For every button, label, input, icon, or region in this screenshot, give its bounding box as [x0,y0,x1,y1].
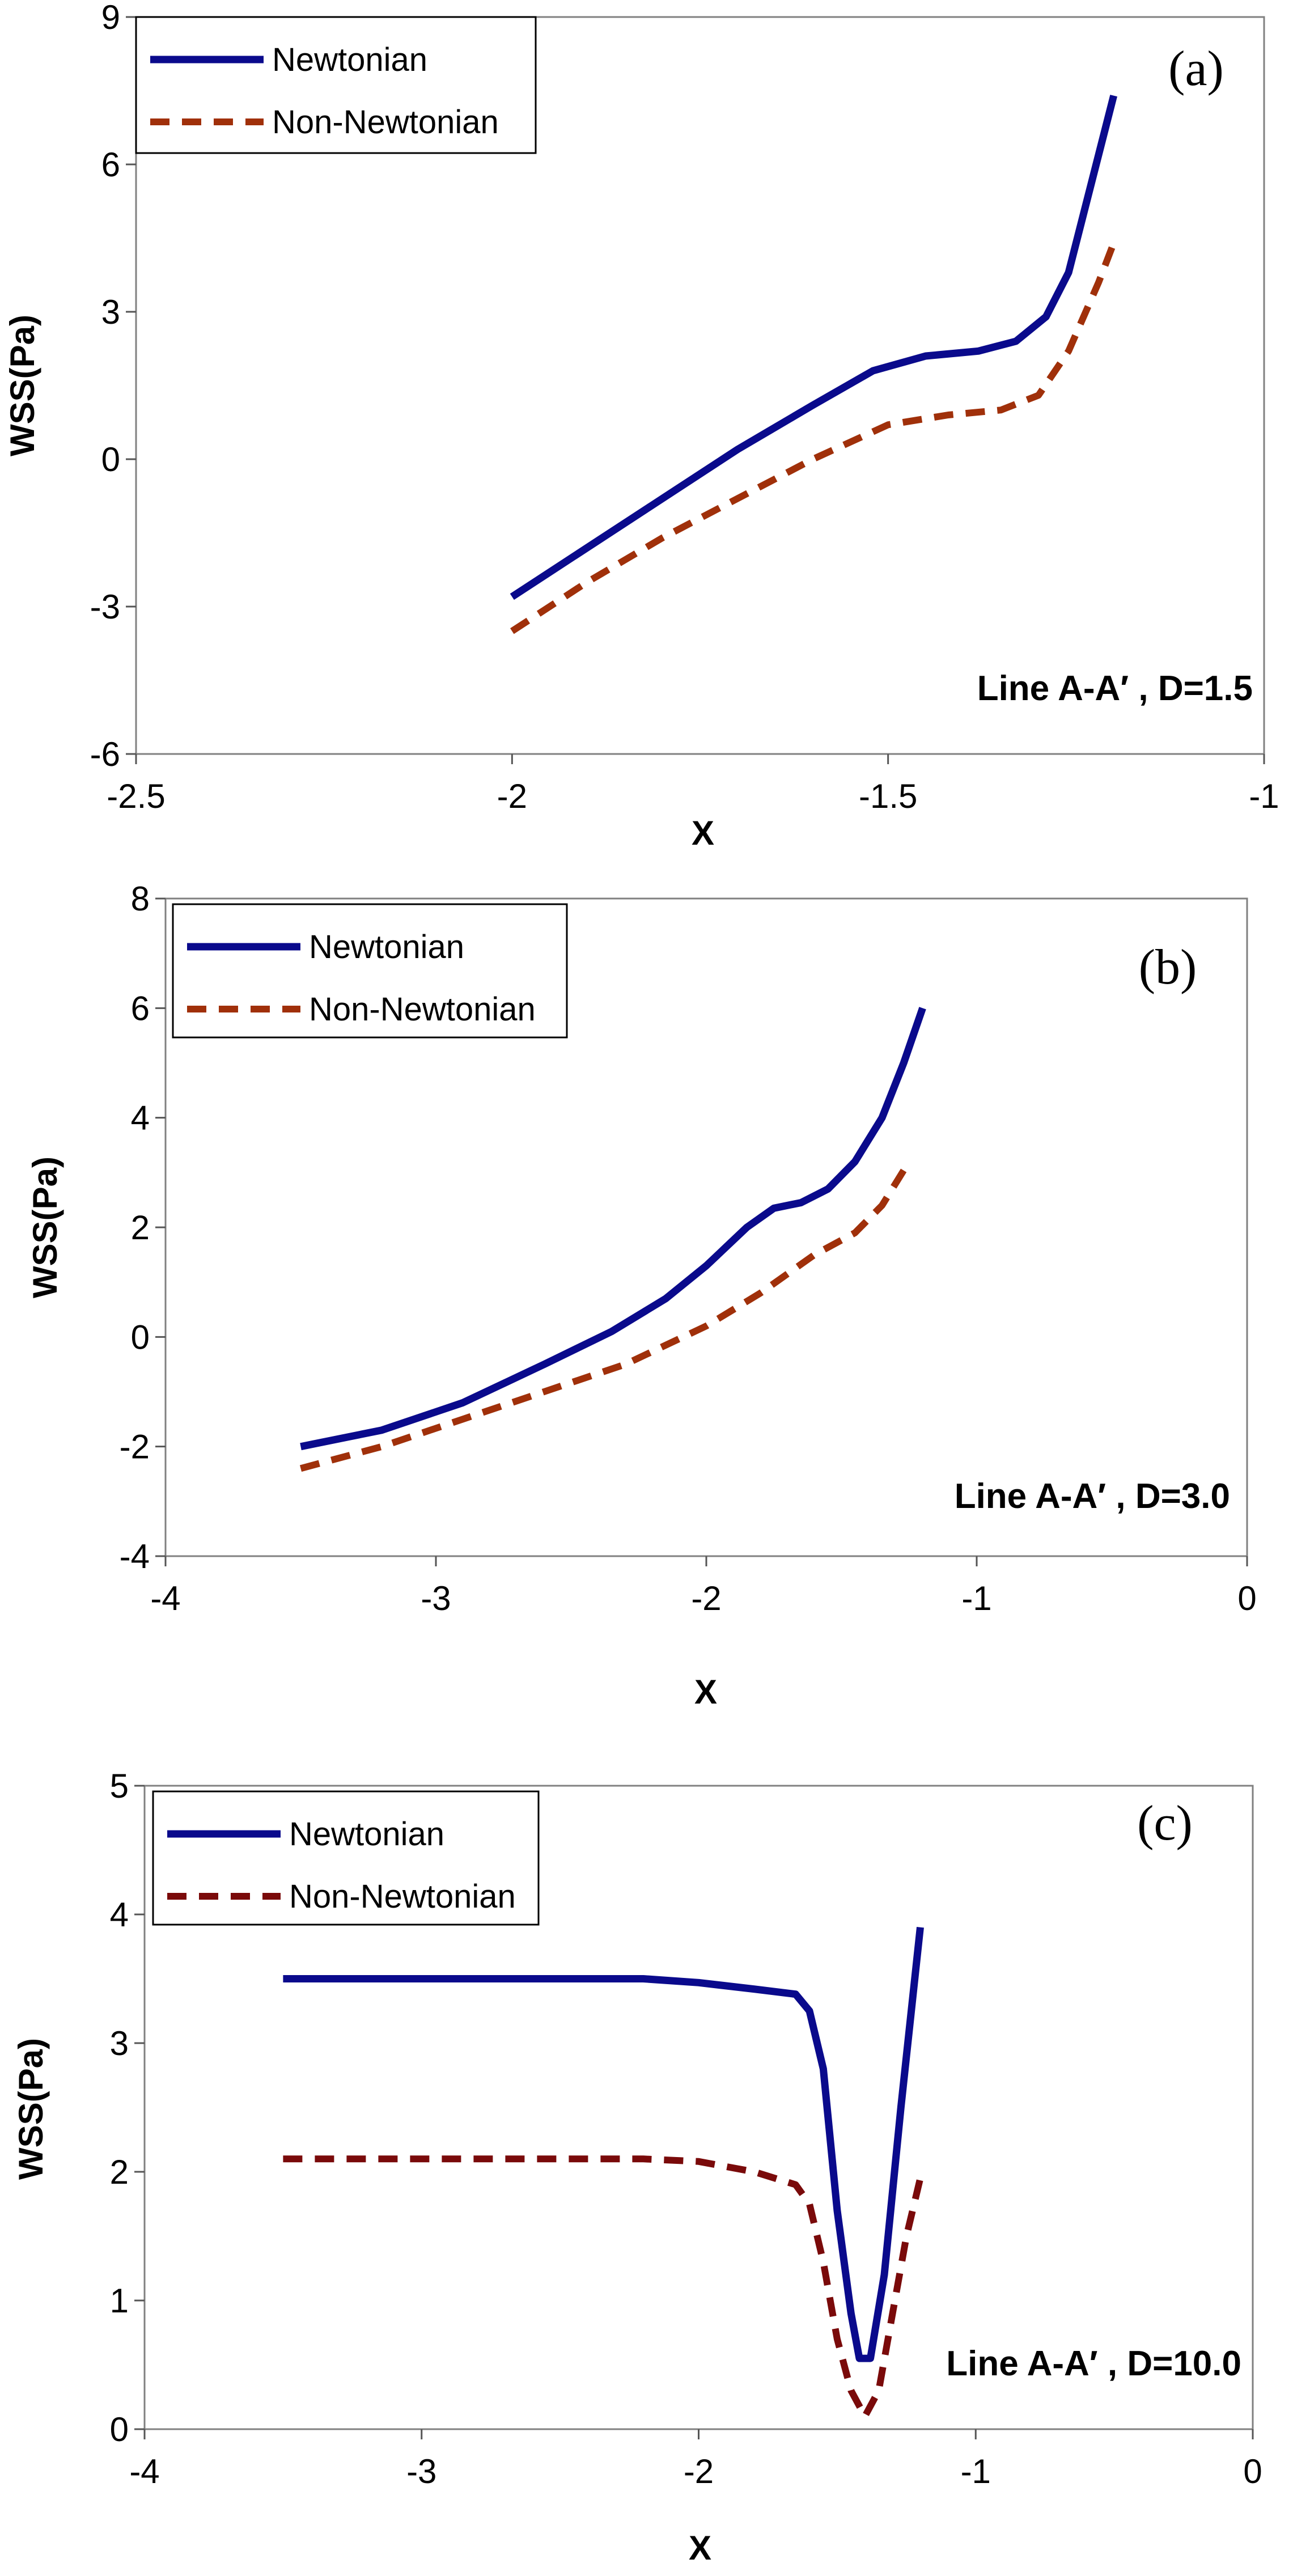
x-axis-title: X [692,814,714,852]
panel-label: (b) [1139,940,1197,995]
y-tick-label: 3 [101,293,120,331]
x-axis-title: X [689,2529,711,2567]
annotation-text: Line A-A′ , D=1.5 [977,669,1253,708]
y-tick-label: -3 [90,588,120,626]
x-tick-label: 0 [1243,2452,1262,2490]
chart-panel-3: 0 1 2 3 4 5 -4 -3 -2 -1 0 X WSS(Pa) Newtonian Non-Newt… [12,1767,1262,2567]
legend-label: Newtonian [289,1816,444,1853]
legend-label: Non-Newtonian [289,1878,516,1915]
y-tick-label: -4 [120,1537,150,1575]
x-axis-title: X [694,1673,717,1711]
y-tick-label: 4 [131,1099,150,1137]
series-line-non-newtonian [283,2155,924,2420]
annotation-text: Line A-A′ , D=10.0 [946,2344,1241,2383]
x-tick-label: -2 [497,777,527,815]
x-tick-label: -2 [691,1579,721,1617]
y-tick-label: 3 [110,2024,129,2062]
legend-label: Newtonian [272,41,427,78]
legend-box [172,903,568,1039]
chart-panel-2: -4 -2 0 2 4 6 8 -4 -3 -2 -1 0 X WSS(Pa) Newtonian Non-N… [26,880,1257,1711]
legend-label: Newtonian [309,929,464,965]
y-tick-label: 8 [131,880,150,918]
chart-panel-1: -6 -3 0 3 6 9 -2.5 -2 -1.5 -1 X WSS(Pa) Newtonian Non… [3,0,1279,852]
x-tick-label: -1 [1249,777,1279,815]
plot-area [135,16,1265,755]
y-tick-label: 6 [101,146,120,184]
y-axis-title: WSS(Pa) [3,315,41,456]
panel-label: (a) [1168,41,1224,96]
y-tick-label: 9 [101,0,120,36]
y-tick-label: 0 [110,2410,129,2448]
y-tick-label: 4 [110,1896,129,1934]
y-tick-label: 0 [101,440,120,478]
series-line-non-newtonian [510,242,1117,634]
legend: Newtonian Non-Newtonian [152,1790,540,1926]
x-tick-label: -2 [684,2452,714,2490]
y-tick-label: 5 [110,1767,129,1805]
x-tick-label: -4 [150,1579,180,1617]
x-tick-label: -2.5 [107,777,165,815]
x-tick-label: -3 [421,1579,451,1617]
x-tick-label: 0 [1237,1579,1256,1617]
y-tick-label: -2 [120,1428,150,1466]
y-tick-label: 1 [110,2282,129,2320]
series-line-newtonian [510,95,1117,600]
x-tick-label: -1 [961,1579,991,1617]
legend-box [135,16,537,154]
x-tick-label: -4 [129,2452,159,2490]
legend: Newtonian Non-Newtonian [172,903,568,1039]
y-tick-label: 2 [131,1209,150,1247]
series-line-newtonian [300,1007,926,1451]
series-line-newtonian [283,1927,924,2362]
y-axis-title: WSS(Pa) [12,2038,50,2180]
legend-label: Non-Newtonian [309,991,536,1028]
y-axis-title: WSS(Pa) [26,1156,64,1298]
y-tick-label: 2 [110,2153,129,2191]
legend-label: Non-Newtonian [272,104,499,141]
series-line-non-newtonian [299,1159,912,1472]
x-tick-label: -3 [406,2452,436,2490]
y-tick-label: 0 [131,1318,150,1356]
panel-label: (c) [1137,1796,1193,1851]
annotation-text: Line A-A′ , D=3.0 [955,1477,1230,1516]
legend-box [152,1790,540,1926]
legend: Newtonian Non-Newtonian [135,16,537,154]
x-tick-label: -1.5 [859,777,917,815]
x-tick-label: -1 [961,2452,991,2490]
y-tick-label: 6 [131,989,150,1027]
y-tick-label: -6 [90,735,120,773]
